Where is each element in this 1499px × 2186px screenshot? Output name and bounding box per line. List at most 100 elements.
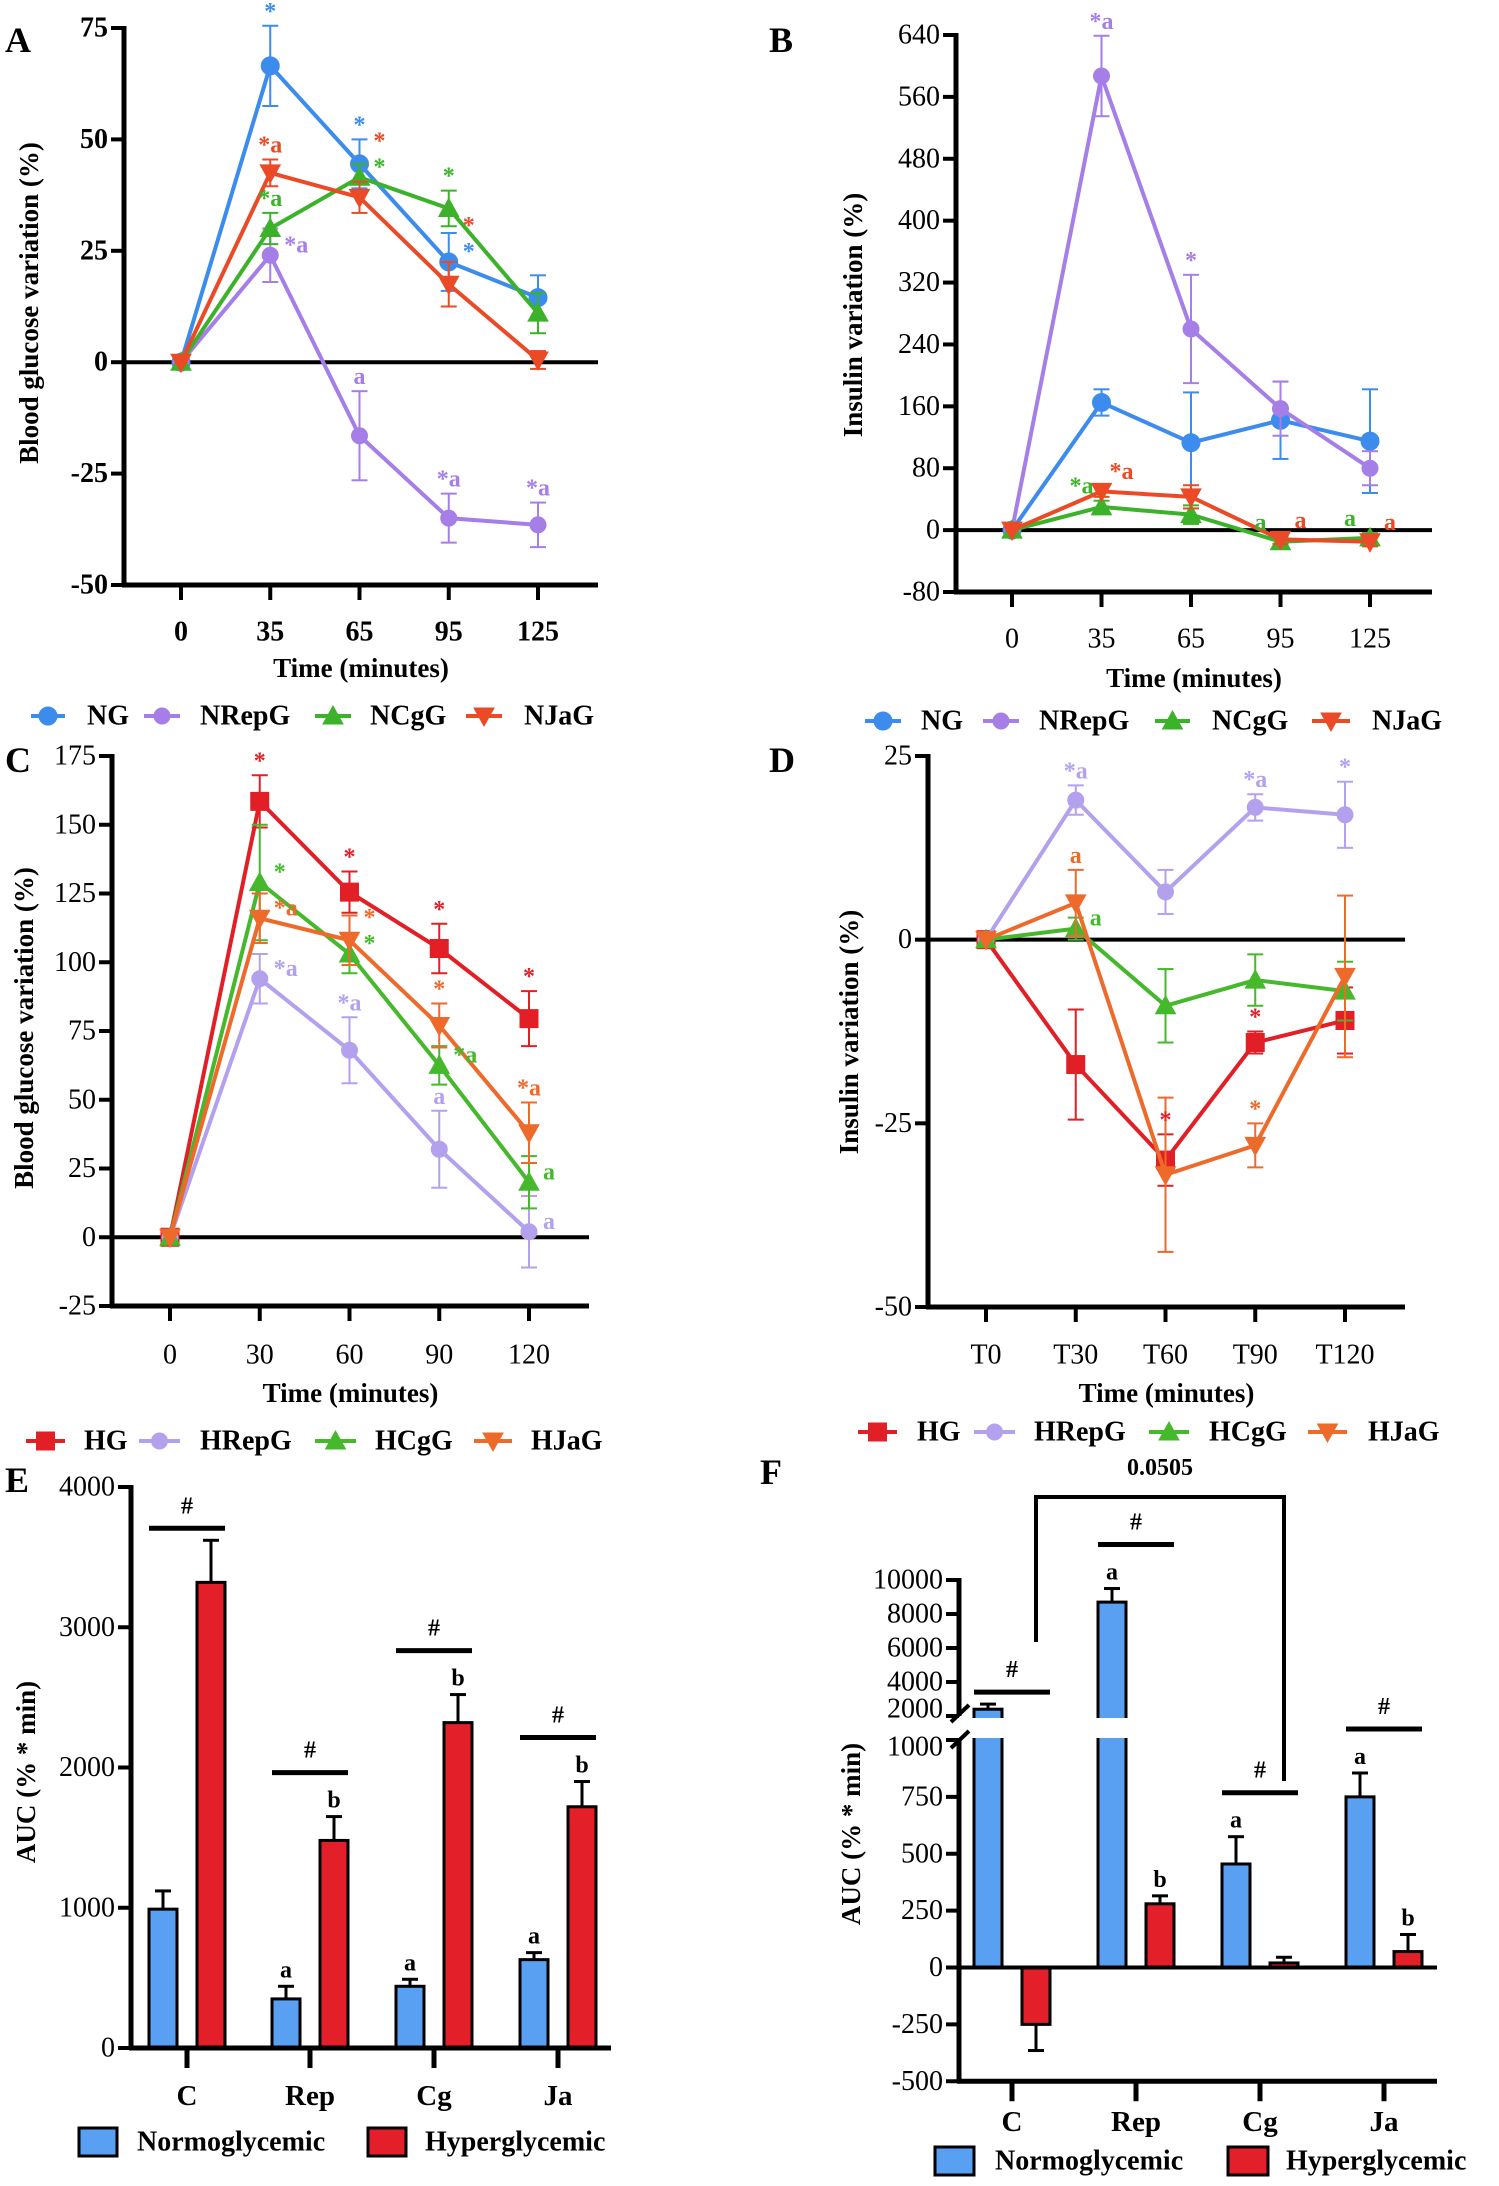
comparison-mark: # bbox=[428, 1616, 440, 1642]
y-tick-label: 175 bbox=[54, 741, 96, 772]
legend-item-NRepG: NRepG bbox=[983, 706, 1129, 737]
y-tick-label: 25 bbox=[884, 741, 912, 772]
comparison-mark: # bbox=[552, 1703, 564, 1729]
category-label: C bbox=[1002, 2106, 1023, 2138]
y-axis-title: AUC (% * min) bbox=[836, 1743, 866, 1925]
y-tick-label: 80 bbox=[912, 453, 940, 484]
data-point bbox=[1272, 400, 1289, 418]
data-point bbox=[1336, 806, 1354, 824]
significance-mark: a bbox=[354, 364, 366, 390]
legend-item-HJaG: HJaG bbox=[1308, 1417, 1440, 1448]
legend-marker bbox=[1316, 1423, 1339, 1444]
significance-mark: * bbox=[364, 931, 376, 957]
y-axis-title: Insulin variation (%) bbox=[834, 910, 864, 1155]
y-tick-label: 100 bbox=[54, 947, 96, 978]
significance-mark: * bbox=[374, 154, 386, 180]
bar bbox=[1096, 1600, 1128, 1969]
y-tick-label: 6000 bbox=[887, 1633, 943, 1664]
data-point bbox=[1092, 392, 1111, 412]
significance-mark: a bbox=[543, 1159, 555, 1185]
significance-mark: *a bbox=[1090, 9, 1114, 35]
comparison-mark: # bbox=[1378, 1694, 1390, 1720]
y-tick-label: 75 bbox=[68, 1016, 96, 1047]
x-tick-label: 30 bbox=[246, 1340, 274, 1371]
significance-letter: b bbox=[1153, 1867, 1166, 1893]
category-label: Rep bbox=[285, 2080, 335, 2112]
legend-label: HCgG bbox=[375, 1426, 453, 1457]
legend-label: HCgG bbox=[1209, 1417, 1287, 1448]
data-point bbox=[518, 1171, 540, 1191]
y-tick-label: -250 bbox=[892, 2009, 943, 2040]
y-tick-label: 3000 bbox=[59, 1612, 115, 1643]
legend-marker bbox=[36, 1431, 55, 1451]
panel-B: B 640 560 480 400 320 240 160 80 0 -80 0 35 65 95 125 Ti… bbox=[769, 9, 1442, 737]
legend-label: NG bbox=[921, 706, 963, 737]
y-tick-label: 50 bbox=[80, 124, 108, 155]
y-tick-label: 0 bbox=[94, 347, 108, 378]
y-tick-label: -25 bbox=[875, 1108, 912, 1139]
y-tick-label: 240 bbox=[898, 329, 940, 360]
data-point bbox=[437, 275, 460, 296]
significance-mark: a bbox=[1255, 510, 1267, 536]
data-point bbox=[429, 939, 449, 958]
y-axis-title: Blood glucose variation (%) bbox=[14, 142, 44, 464]
legend-item-Hyperglycemic: Hyperglycemic bbox=[366, 2126, 605, 2158]
significance-letter: b bbox=[1401, 1906, 1414, 1932]
data-point bbox=[1245, 1033, 1265, 1053]
data-point bbox=[259, 164, 282, 184]
significance-letter: a bbox=[1106, 1560, 1118, 1586]
y-tick-label: 50 bbox=[68, 1084, 96, 1115]
significance-mark: * bbox=[264, 0, 276, 25]
x-tick-label: 95 bbox=[1267, 624, 1295, 655]
series-NJaG bbox=[1001, 482, 1381, 553]
category-label: C bbox=[177, 2080, 198, 2112]
significance-mark: * bbox=[274, 860, 286, 886]
legend-marker bbox=[986, 1423, 1003, 1441]
legend-label: NRepG bbox=[1039, 706, 1129, 737]
series-NJaG bbox=[170, 158, 549, 374]
significance-mark: *a bbox=[1110, 459, 1134, 485]
significance-mark: *a bbox=[274, 895, 298, 921]
data-point bbox=[527, 302, 549, 322]
y-tick-label: 8000 bbox=[887, 1599, 943, 1630]
legend-label: HRepG bbox=[200, 1426, 292, 1457]
data-point bbox=[259, 217, 282, 238]
significance-mark: * bbox=[1249, 1096, 1261, 1122]
significance-mark: a bbox=[1295, 508, 1307, 534]
series-HJaG bbox=[159, 892, 540, 1249]
x-tick-label: 65 bbox=[1177, 624, 1205, 655]
data-point bbox=[529, 516, 547, 534]
data-point bbox=[428, 1054, 451, 1074]
significance-mark: * bbox=[1339, 755, 1351, 781]
legend-label: Normoglycemic bbox=[995, 2146, 1183, 2177]
data-point bbox=[975, 931, 997, 951]
significance-letter: b bbox=[451, 1666, 464, 1692]
y-tick-label: -500 bbox=[892, 2066, 943, 2097]
legend-marker bbox=[324, 1429, 347, 1450]
x-axis-title: Time (minutes) bbox=[273, 653, 449, 683]
x-tick-label: 65 bbox=[346, 617, 374, 648]
significance-mark: * bbox=[443, 164, 455, 190]
x-axis-title: Time (minutes) bbox=[263, 1378, 439, 1408]
y-tick-label: 500 bbox=[901, 1838, 943, 1869]
legend-item-NG: NG bbox=[865, 706, 963, 737]
data-point bbox=[1001, 521, 1023, 542]
data-point bbox=[1066, 1055, 1086, 1075]
significance-letter: a bbox=[404, 1950, 416, 1976]
significance-mark: a bbox=[433, 1084, 445, 1110]
significance-mark: * bbox=[1249, 1005, 1261, 1031]
x-tick-label: T0 bbox=[970, 1340, 1001, 1371]
series-line bbox=[179, 61, 539, 363]
y-tick-label: 125 bbox=[54, 878, 96, 909]
data-point bbox=[1180, 488, 1202, 508]
bar bbox=[518, 1958, 550, 2050]
data-point bbox=[250, 791, 270, 811]
significance-bracket bbox=[1034, 1495, 1286, 1781]
significance-mark: *a bbox=[526, 476, 550, 502]
data-point bbox=[248, 909, 271, 930]
legend-item-Hyperglycemic: Hyperglycemic bbox=[1226, 2145, 1466, 2177]
legend-item-NJaG: NJaG bbox=[1312, 706, 1442, 737]
series-HJaG bbox=[975, 868, 1356, 1253]
comparison-mark: # bbox=[1130, 1510, 1142, 1536]
